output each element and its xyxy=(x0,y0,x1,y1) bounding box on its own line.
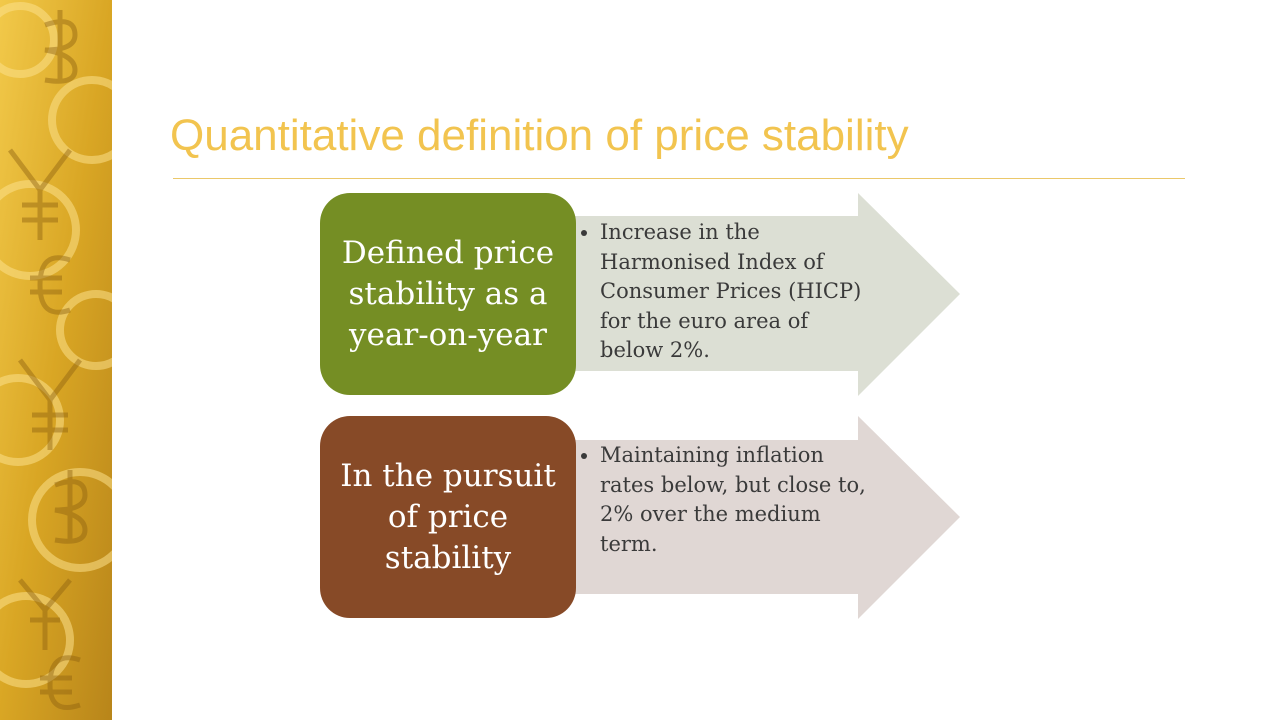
slide-title: Quantitative definition of price stabili… xyxy=(170,111,909,160)
arrow-text-2: Maintaining inflation rates below, but c… xyxy=(580,441,870,559)
label-text: Defined price stability as a year-on-yea… xyxy=(341,234,555,353)
arrow-text-1: Increase in the Harmonised Index of Cons… xyxy=(580,218,870,366)
label-box-2: In the pursuit of price stability xyxy=(320,416,576,618)
label-text: In the pursuit of price stability xyxy=(340,457,556,576)
bullet-point: Increase in the Harmonised Index of Cons… xyxy=(600,218,870,366)
decorative-currency-strip xyxy=(0,0,112,720)
bullet-point: Maintaining inflation rates below, but c… xyxy=(600,441,870,559)
title-divider xyxy=(173,178,1185,179)
label-box-1: Defined price stability as a year-on-yea… xyxy=(320,193,576,395)
